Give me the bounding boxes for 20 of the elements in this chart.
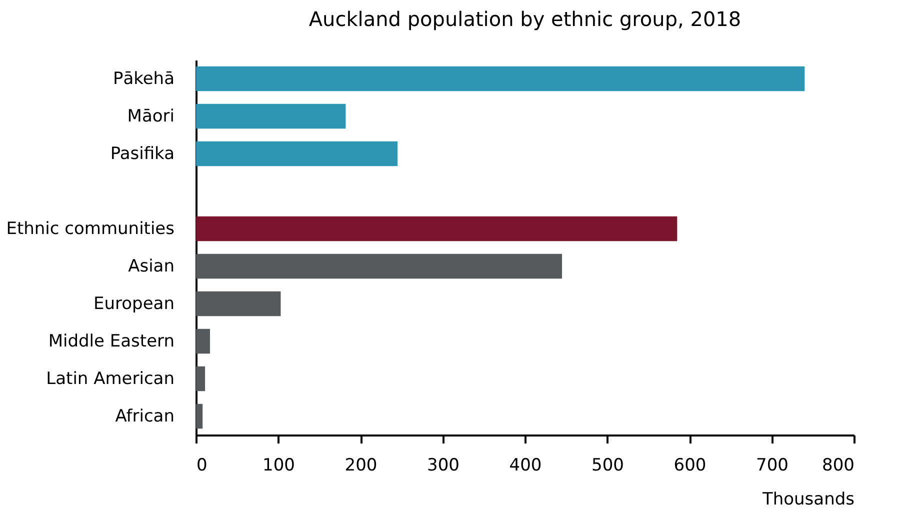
x-tick-label: 800 (822, 456, 854, 476)
x-tick-label: 700 (756, 456, 788, 476)
y-tick-label: Ethnic communities (6, 218, 175, 239)
y-tick-label: Latin American (46, 368, 174, 389)
y-tick-label: Asian (128, 256, 174, 276)
y-tick-label: African (115, 406, 174, 426)
x-axis-title: Thousands (761, 490, 855, 510)
x-tick-label: 500 (592, 456, 624, 476)
x-tick-label: 200 (344, 456, 378, 476)
x-tick-label: 100 (262, 456, 295, 476)
y-tick-label: Pākehā (112, 68, 174, 89)
x-tick-label: 600 (674, 456, 706, 476)
chart-title: Auckland population by ethnic group, 2018 (308, 7, 742, 31)
y-tick-label: Middle Eastern (48, 331, 174, 352)
y-tick-label: Pasifika (110, 144, 174, 164)
y-tick-label: Māori (127, 106, 174, 126)
x-tick-label: 0 (196, 456, 208, 476)
x-tick-label: 300 (427, 456, 460, 476)
y-tick-label: European (94, 294, 174, 314)
x-tick-label: 400 (509, 456, 542, 476)
